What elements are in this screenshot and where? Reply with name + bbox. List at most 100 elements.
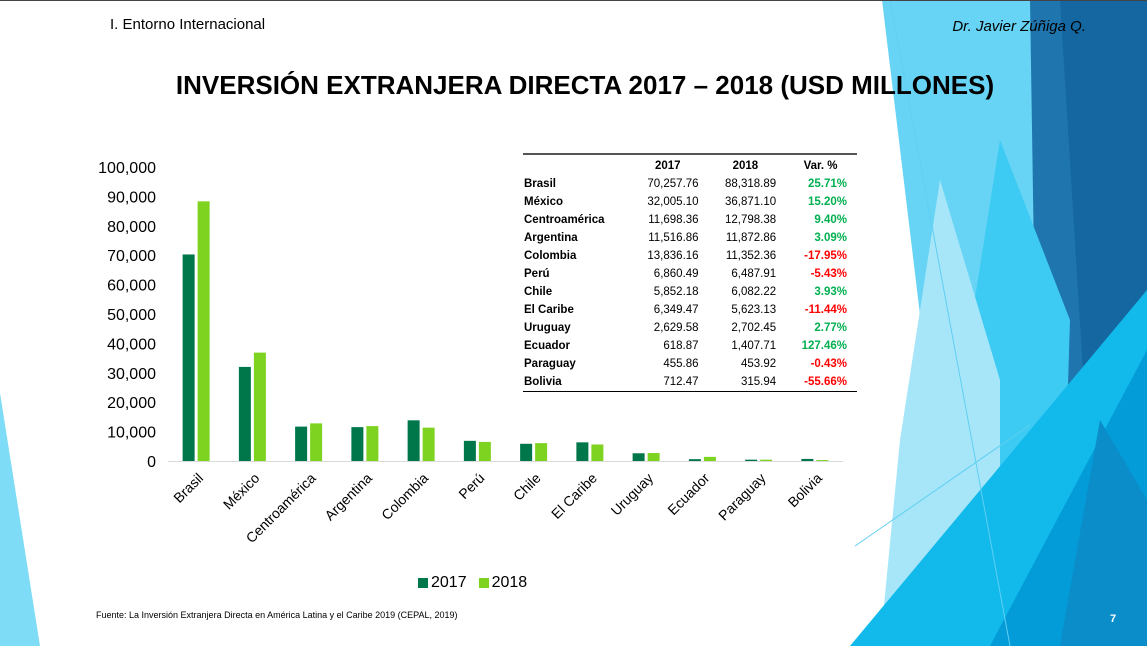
row-value-2017: 70,257.76: [647, 178, 699, 190]
bar-2017: [238, 366, 251, 461]
row-name: El Caribe: [524, 304, 574, 316]
bar-2018: [591, 444, 604, 461]
row-name: Perú: [524, 268, 550, 280]
row-variation: -55.66%: [804, 376, 847, 388]
x-tick-label: Colombia: [378, 470, 431, 523]
y-tick-label: 40,000: [107, 336, 156, 353]
table-row: Paraguay 455.86 453.92 -0.43%: [523, 355, 857, 373]
y-tick-label: 10,000: [107, 425, 156, 442]
row-value-2017: 2,629.58: [653, 322, 699, 334]
legend-swatch-2017: [418, 578, 428, 588]
row-value-2017: 712.47: [663, 376, 699, 388]
bar-2018: [422, 427, 435, 461]
row-name: Ecuador: [524, 340, 571, 352]
bar-2018: [816, 460, 829, 461]
row-value-2017: 13,836.16: [647, 250, 699, 262]
x-tick-label: Paraguay: [715, 470, 769, 524]
table-row: Argentina 11,516.86 11,872.86 3.09%: [523, 229, 857, 247]
row-name: Paraguay: [524, 358, 576, 370]
bar-2017: [632, 453, 645, 461]
y-tick-label: 20,000: [107, 395, 156, 412]
row-variation: 15.20%: [807, 196, 847, 208]
y-tick-label: 30,000: [107, 366, 156, 383]
bar-2018: [647, 453, 660, 461]
row-variation: 3.09%: [814, 232, 847, 244]
bar-2018: [703, 456, 716, 461]
bar-2017: [520, 443, 533, 461]
row-variation: 3.93%: [814, 286, 847, 298]
x-tick-label: Perú: [455, 470, 487, 502]
table-row: Ecuador 618.87 1,407.71 127.46%: [523, 337, 857, 355]
row-value-2017: 618.87: [663, 340, 699, 352]
row-value-2017: 11,516.86: [648, 232, 699, 244]
section-label: I. Entorno Internacional: [110, 16, 266, 33]
row-variation: 25.71%: [807, 178, 847, 190]
row-value-2018: 11,352.36: [725, 250, 777, 262]
row-value-2018: 6,082.22: [731, 286, 777, 298]
bar-2018: [478, 441, 491, 461]
row-value-2018: 2,702.45: [731, 322, 777, 334]
row-variation: -17.95%: [804, 250, 847, 262]
bar-2017: [576, 442, 589, 461]
deco-left-triangle: [0, 393, 40, 646]
row-name: Brasil: [524, 178, 556, 190]
fdi-table: 2017 2018 Var. % Brasil 70,257.76 88,318.8…: [523, 153, 857, 392]
y-tick-label: 70,000: [107, 248, 156, 265]
x-tick-label: El Caribe: [548, 470, 600, 522]
row-value-2017: 11,698.36: [648, 214, 699, 226]
table-header-var: Var. %: [803, 160, 838, 172]
row-name: Colombia: [524, 250, 577, 262]
page-number: 7: [1110, 613, 1117, 625]
table-header-name: [523, 154, 629, 175]
legend-item-2018: 2018: [478, 574, 527, 592]
chart-legend: 2017 2018: [418, 574, 539, 592]
table-row: Uruguay 2,629.58 2,702.45 2.77%: [523, 319, 857, 337]
x-tick-label: Argentina: [321, 470, 375, 524]
row-name: México: [524, 196, 563, 208]
bar-2018: [760, 459, 773, 461]
table-row: Brasil 70,257.76 88,318.89 25.71%: [523, 175, 857, 193]
row-value-2017: 455.86: [663, 358, 699, 370]
bar-chart: 0 10,000 20,000 30,000 40,000 50,000 60,000 70,…: [98, 160, 843, 546]
table-row: Perú 6,860.49 6,487.91 -5.43%: [523, 265, 857, 283]
table-header-row: 2017 2018 Var. %: [523, 154, 857, 175]
bar-2017: [351, 427, 364, 461]
y-tick-label: 80,000: [107, 219, 156, 236]
deco-line-2: [854, 424, 1031, 547]
row-variation: -11.44%: [804, 304, 847, 316]
table-row: Bolivia 712.47 315.94 -55.66%: [523, 373, 857, 392]
bar-2018: [535, 443, 548, 461]
bar-2017: [182, 254, 195, 461]
deco-shape-8: [1060, 420, 1147, 646]
author-label: Dr. Javier Zúñiga Q.: [952, 18, 1086, 35]
table-row: Centroamérica 11,698.36 12,798.38 9.40%: [523, 211, 857, 229]
row-name: Bolivia: [524, 376, 562, 388]
row-value-2018: 12,798.38: [724, 214, 777, 226]
row-value-2018: 36,871.10: [724, 196, 777, 208]
y-tick-label: 50,000: [107, 307, 156, 324]
bar-2017: [745, 459, 758, 461]
bar-2017: [688, 459, 701, 461]
table-row: Colombia 13,836.16 11,352.36 -17.95%: [523, 247, 857, 265]
y-tick-label: 0: [147, 454, 156, 471]
row-value-2018: 315.94: [740, 376, 777, 388]
y-tick-label: 60,000: [107, 278, 156, 295]
slide-title: INVERSIÓN EXTRANJERA DIRECTA 2017 – 2018…: [175, 70, 995, 100]
x-tick-label: Chile: [510, 470, 544, 504]
row-value-2018: 11,872.86: [725, 232, 777, 244]
row-value-2017: 5,852.18: [653, 286, 699, 298]
row-value-2018: 1,407.71: [731, 340, 777, 352]
y-tick-label: 100,000: [98, 160, 156, 177]
row-value-2018: 453.92: [740, 358, 777, 370]
table-header-2018: 2018: [732, 160, 759, 172]
row-value-2018: 6,487.91: [731, 268, 777, 280]
row-value-2017: 6,860.49: [653, 268, 699, 280]
deco-line-1: [889, 0, 1011, 646]
legend-item-2017: 2017: [418, 574, 467, 592]
row-name: Uruguay: [524, 322, 571, 334]
top-border: [0, 0, 1147, 1]
row-value-2017: 32,005.10: [647, 196, 699, 208]
bar-2017: [407, 420, 420, 461]
table-header-2017: 2017: [654, 160, 681, 172]
bar-2018: [310, 423, 323, 461]
